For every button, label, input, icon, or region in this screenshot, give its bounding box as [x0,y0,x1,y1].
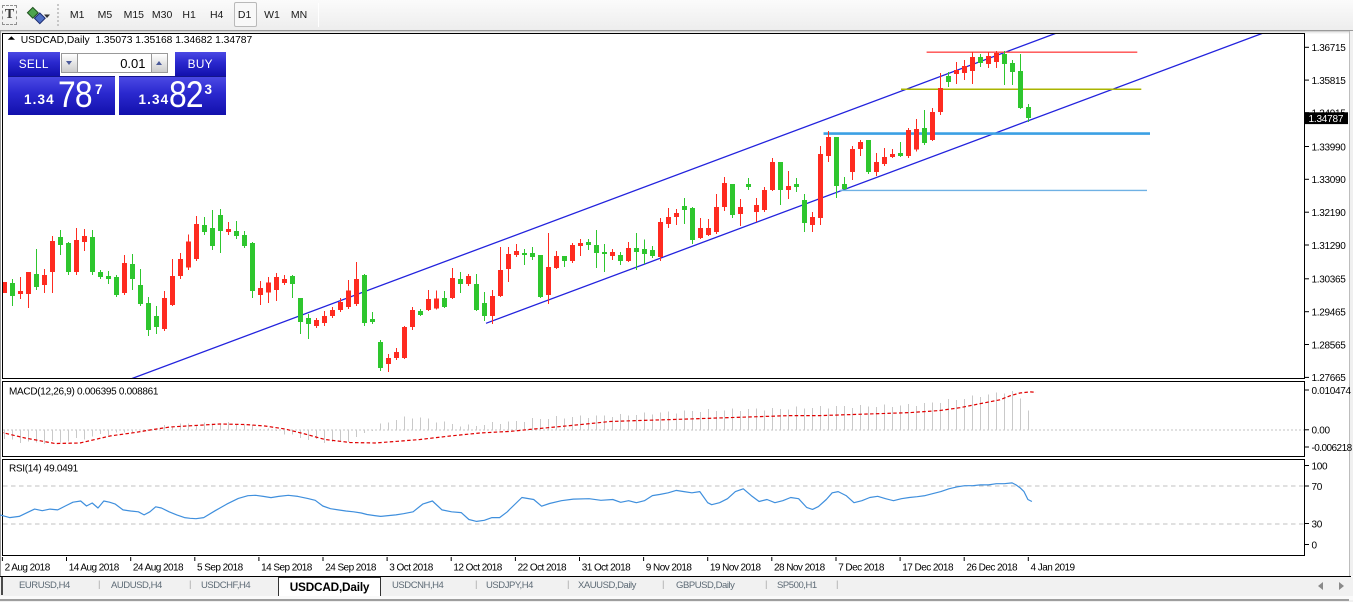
svg-text:4 Jan 2019: 4 Jan 2019 [1031,563,1076,574]
svg-text:12 Oct 2018: 12 Oct 2018 [453,563,502,574]
svg-text:7 Dec 2018: 7 Dec 2018 [838,563,885,574]
svg-text:RSI(14) 49.0491: RSI(14) 49.0491 [9,464,79,475]
svg-text:0: 0 [1312,540,1318,551]
svg-text:24 Sep 2018: 24 Sep 2018 [325,563,377,574]
svg-text:9 Nov 2018: 9 Nov 2018 [646,563,693,574]
svg-text:1.32190: 1.32190 [1312,208,1347,219]
svg-text:1.28565: 1.28565 [1312,340,1347,351]
svg-text:3 Oct 2018: 3 Oct 2018 [389,563,433,574]
svg-text:1.33090: 1.33090 [1312,175,1347,186]
svg-text:70: 70 [1312,482,1323,493]
svg-text:1.27665: 1.27665 [1312,373,1347,384]
svg-text:1.34787: 1.34787 [1309,114,1344,125]
svg-text:100: 100 [1312,461,1329,472]
svg-text:5 Sep 2018: 5 Sep 2018 [197,563,244,574]
svg-text:MACD(12,26,9) 0.006395 0.00886: MACD(12,26,9) 0.006395 0.008861 [9,387,159,398]
svg-text:-0.006218: -0.006218 [1312,443,1353,454]
svg-text:14 Aug 2018: 14 Aug 2018 [69,563,120,574]
svg-text:31 Oct 2018: 31 Oct 2018 [582,563,631,574]
svg-text:17 Dec 2018: 17 Dec 2018 [902,563,954,574]
svg-text:1.36715: 1.36715 [1312,43,1347,54]
svg-text:14 Sep 2018: 14 Sep 2018 [261,563,313,574]
svg-text:0.010474: 0.010474 [1312,386,1352,397]
svg-text:1.29465: 1.29465 [1312,308,1347,319]
svg-text:22 Oct 2018: 22 Oct 2018 [518,563,567,574]
svg-text:30: 30 [1312,519,1323,530]
svg-text:0.00: 0.00 [1312,426,1331,437]
svg-text:26 Dec 2018: 26 Dec 2018 [966,563,1018,574]
svg-text:2 Aug 2018: 2 Aug 2018 [5,563,51,574]
svg-text:19 Nov 2018: 19 Nov 2018 [710,563,762,574]
svg-text:1.35815: 1.35815 [1312,76,1347,87]
svg-text:1.30365: 1.30365 [1312,275,1347,286]
svg-text:USDCAD,Daily 1.35073 1.35168: USDCAD,Daily 1.35073 1.35168 1.34682 1.3… [21,35,253,46]
svg-text:28 Nov 2018: 28 Nov 2018 [774,563,826,574]
svg-text:1.33990: 1.33990 [1312,142,1347,153]
svg-text:1.31290: 1.31290 [1312,241,1347,252]
svg-text:24 Aug 2018: 24 Aug 2018 [133,563,184,574]
